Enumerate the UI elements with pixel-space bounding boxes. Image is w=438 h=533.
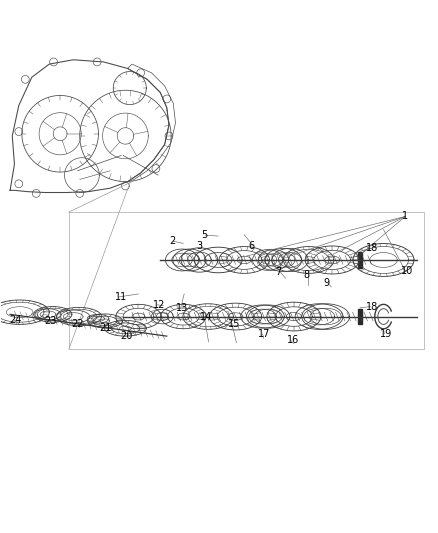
Text: 20: 20 [120, 331, 132, 341]
Text: 14: 14 [200, 312, 212, 321]
Text: 7: 7 [276, 266, 282, 277]
Text: 9: 9 [323, 278, 329, 288]
Text: 1: 1 [402, 212, 408, 221]
Text: 23: 23 [44, 316, 57, 326]
Text: 18: 18 [366, 302, 378, 312]
Text: 17: 17 [258, 329, 271, 339]
Text: 12: 12 [153, 300, 165, 310]
Text: 13: 13 [177, 303, 189, 313]
Text: 24: 24 [9, 314, 21, 325]
Text: 18: 18 [366, 243, 378, 253]
Text: 8: 8 [304, 270, 310, 280]
Text: 11: 11 [115, 292, 127, 302]
Text: 3: 3 [196, 240, 202, 251]
Text: 19: 19 [380, 329, 392, 339]
FancyBboxPatch shape [358, 252, 362, 268]
Text: 21: 21 [99, 324, 112, 333]
Text: 6: 6 [249, 240, 255, 251]
Text: 16: 16 [286, 335, 299, 345]
Text: 22: 22 [71, 319, 84, 329]
FancyBboxPatch shape [358, 309, 362, 325]
Text: 2: 2 [169, 236, 175, 246]
Text: 15: 15 [228, 319, 240, 329]
Text: 5: 5 [201, 230, 207, 240]
Text: 10: 10 [401, 266, 413, 276]
